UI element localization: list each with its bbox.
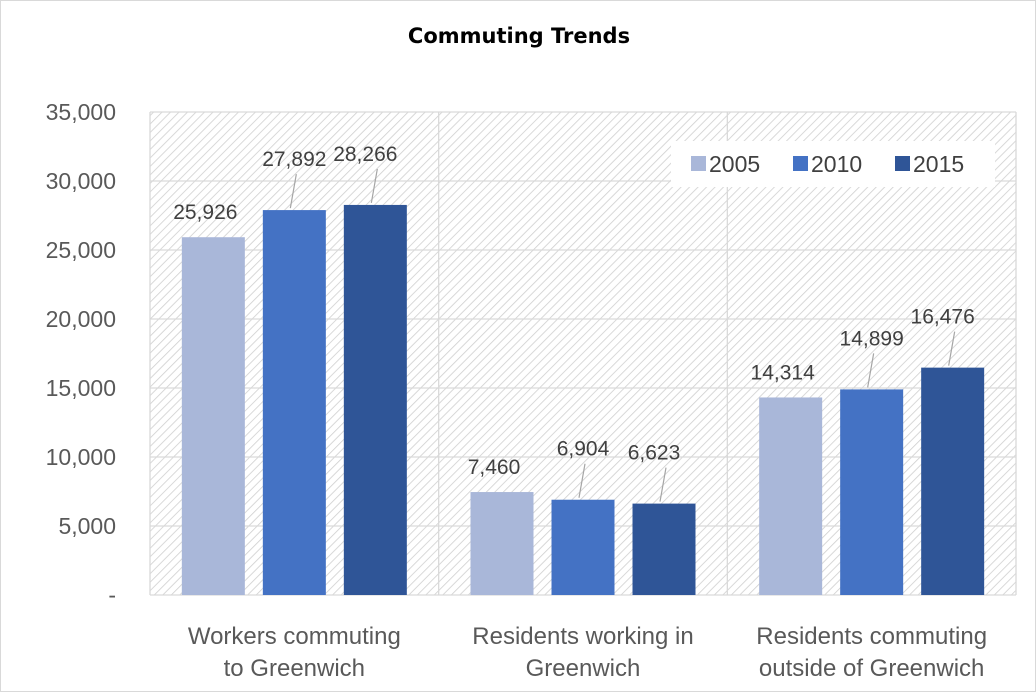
x-category-label: Workers commuting [188,623,401,650]
data-label-leader [578,463,586,498]
bar-2015 [343,204,407,595]
bar-2010 [551,499,615,595]
data-label: 16,476 [911,306,975,329]
y-tick-label: 5,000 [58,513,116,539]
legend: 2005 2010 2015 [671,141,995,187]
legend-label: 2015 [913,151,964,177]
data-label: 6,623 [628,442,681,465]
y-tick-label: 35,000 [46,99,116,125]
x-category-label: to Greenwich [224,655,365,682]
data-label: 27,892 [262,148,326,171]
data-label-leader [370,168,378,204]
bar-2015 [632,503,696,595]
bars [181,204,985,596]
bar-2005 [181,237,245,596]
data-label: 25,926 [173,201,237,224]
y-axis-tick-labels: - 5,000 10,000 15,000 20,000 25,000 30,000 35,0… [46,99,116,608]
y-tick-label: 10,000 [46,444,116,470]
data-label-leader [289,173,297,209]
legend-swatch-2005 [691,156,706,171]
x-category-label: outside of Greenwich [759,655,984,682]
bar-2010 [840,389,904,595]
x-category-label: Residents commuting [756,623,987,650]
y-tick-label: 15,000 [46,375,116,401]
x-axis-category-labels: Workers commuting to Greenwich Residents w… [188,623,987,682]
x-category-label: Residents working in [472,623,693,650]
data-label: 7,460 [468,456,521,479]
data-label: 14,899 [840,327,904,350]
data-label: 28,266 [333,143,397,166]
data-label-leader [948,331,956,366]
legend-swatch-2015 [895,156,910,171]
chart-title: Commuting Trends [408,24,630,48]
data-labels: 25,926 27,892 28,266 7,460 6,904 6,623 14,314 1… [173,143,975,502]
y-tick-label: - [108,582,116,608]
legend-label: 2010 [811,151,862,177]
y-tick-label: 25,000 [46,237,116,263]
bar-2005 [759,397,823,595]
legend-label: 2005 [709,151,760,177]
data-label: 14,314 [751,361,816,384]
x-category-label: Greenwich [526,655,641,682]
legend-box [671,141,995,187]
bar-2015 [921,367,985,595]
data-label-leader [659,467,667,502]
y-tick-label: 30,000 [46,168,116,194]
data-label-leader [867,353,875,388]
y-tick-label: 20,000 [46,306,116,332]
bar-2010 [262,210,326,595]
data-label: 6,904 [557,438,610,461]
bar-2005 [470,492,534,595]
legend-swatch-2010 [793,156,808,171]
